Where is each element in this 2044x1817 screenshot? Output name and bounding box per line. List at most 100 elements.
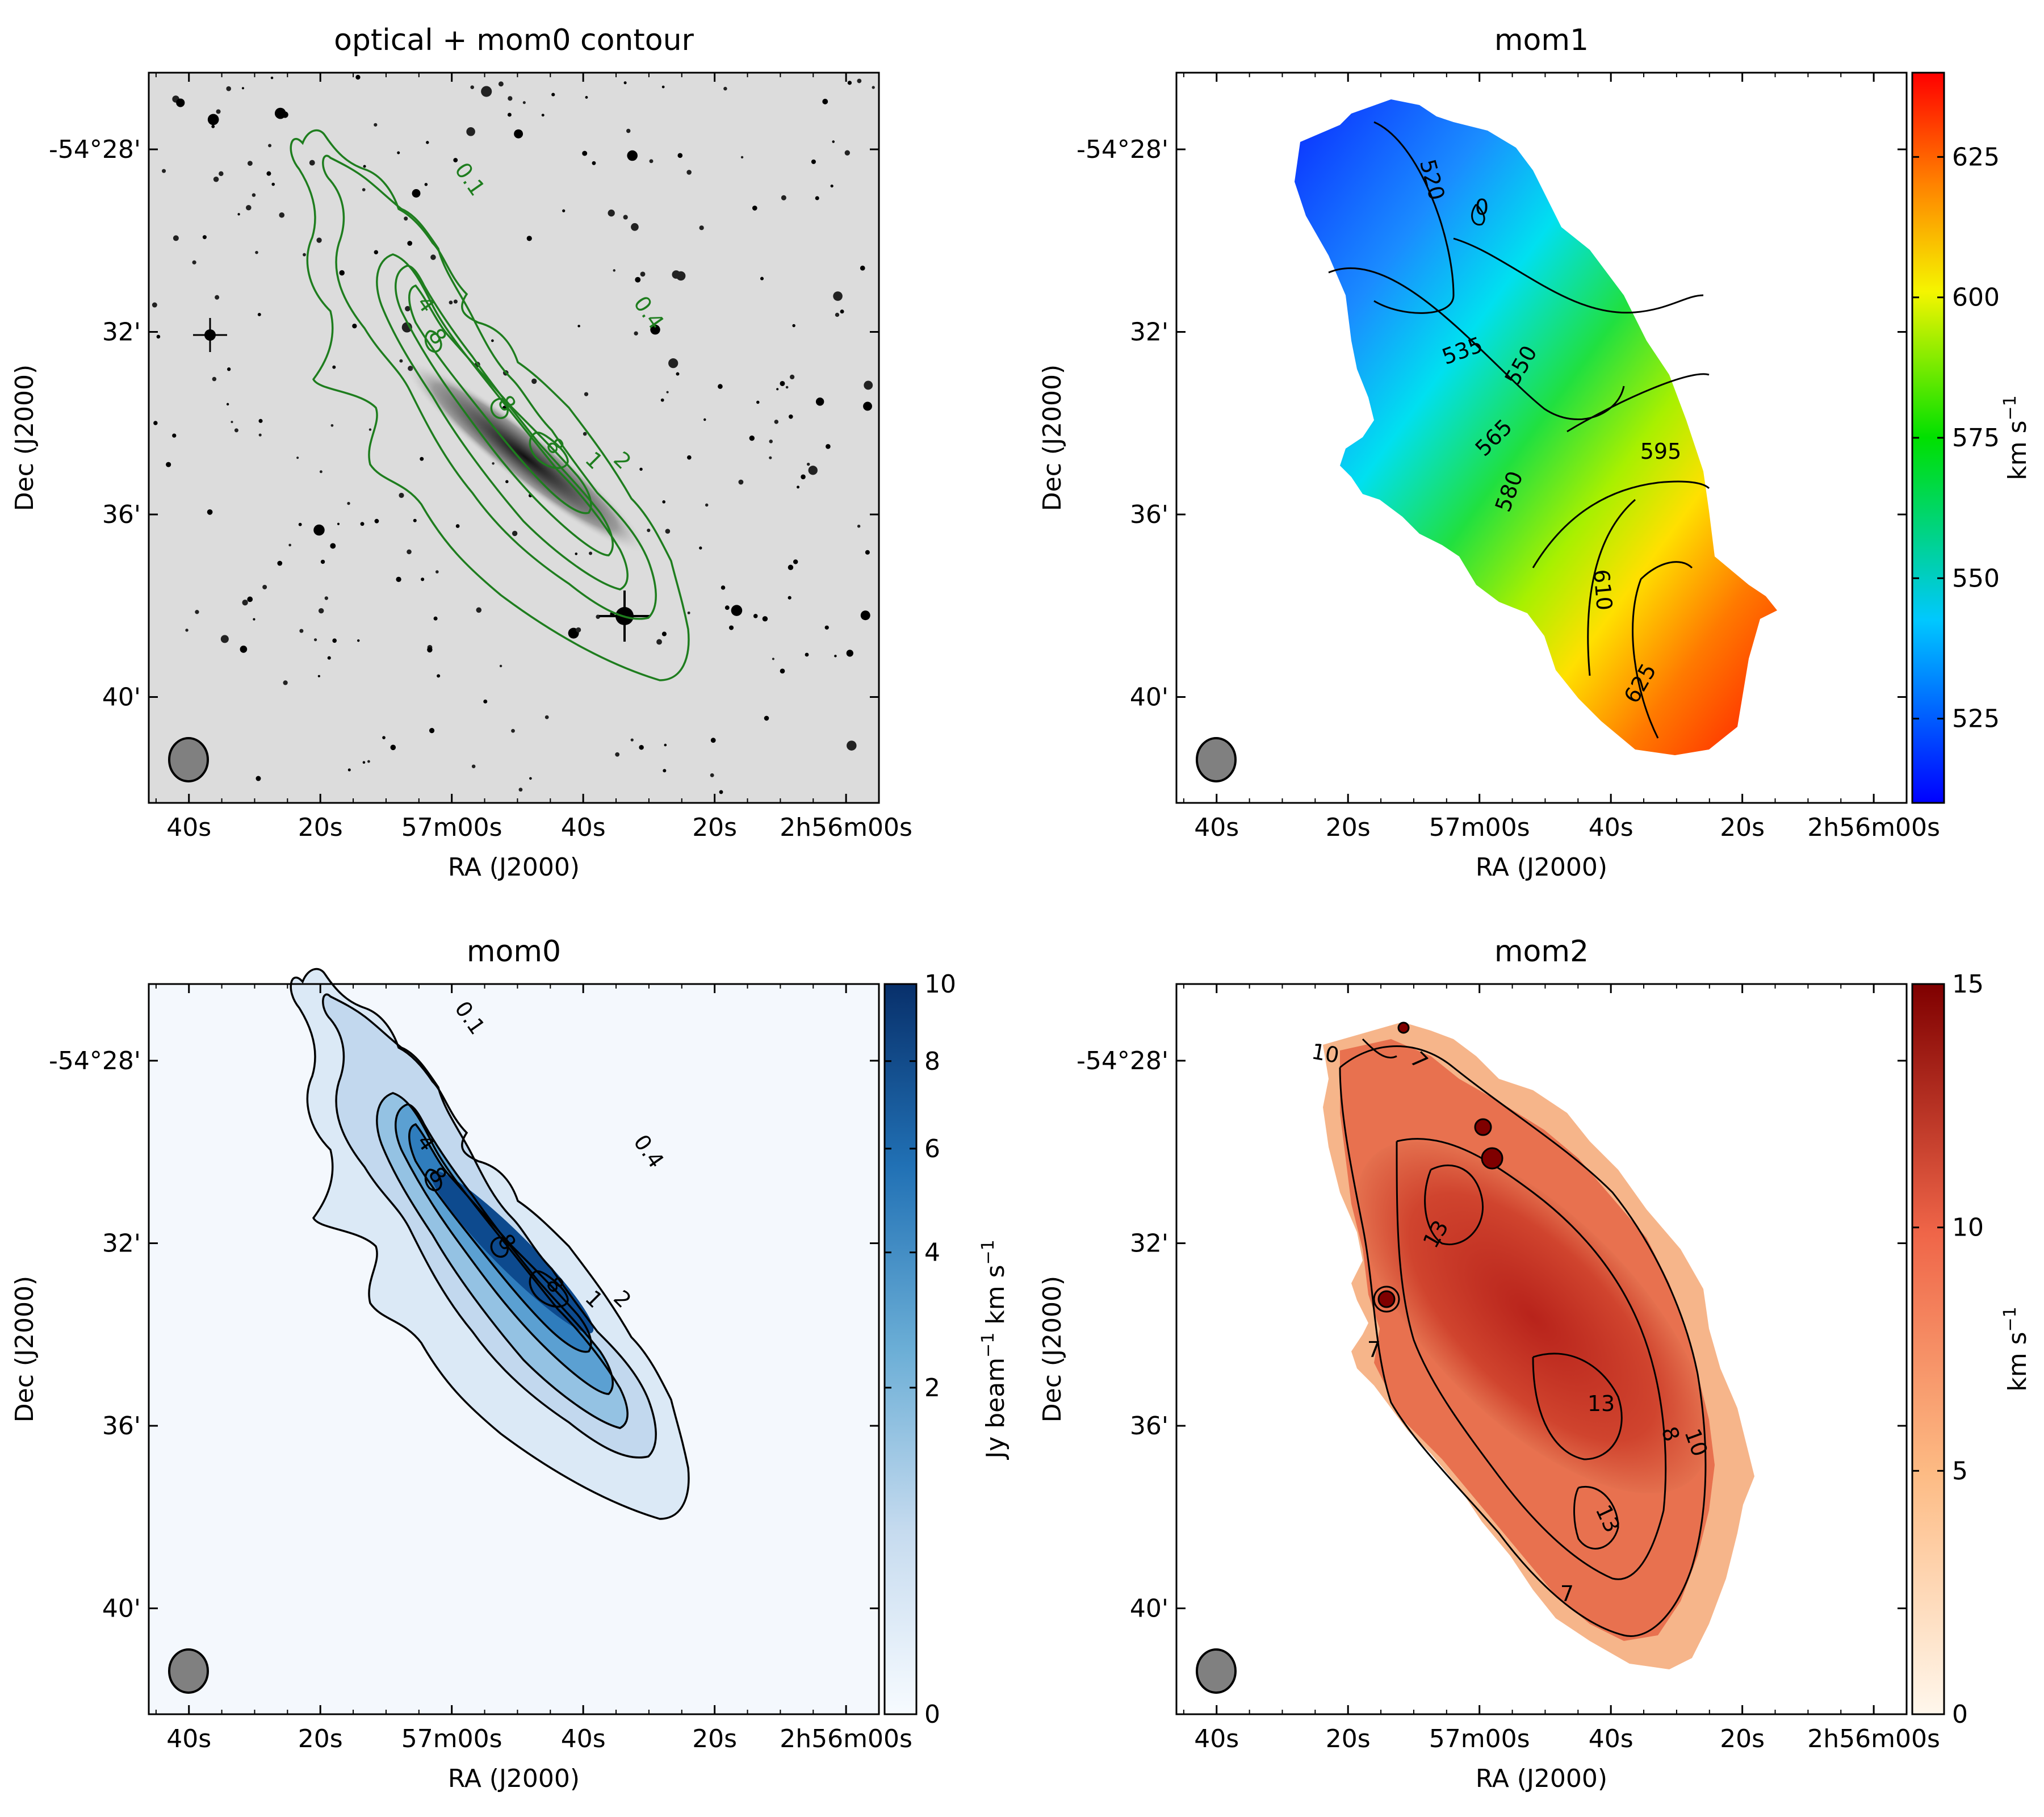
star xyxy=(253,618,256,621)
star xyxy=(219,171,224,177)
star xyxy=(367,760,370,763)
beam-optical xyxy=(168,737,209,782)
star xyxy=(756,400,760,404)
star xyxy=(227,367,231,371)
star xyxy=(650,324,660,335)
star xyxy=(258,433,262,437)
star xyxy=(355,74,361,80)
star xyxy=(582,150,588,156)
star xyxy=(429,727,435,734)
star xyxy=(728,625,734,630)
star xyxy=(662,500,666,504)
colorbar-label-sup: −1 xyxy=(2000,395,2020,420)
star xyxy=(426,141,429,144)
star xyxy=(687,455,692,460)
star xyxy=(162,169,166,173)
star xyxy=(640,271,646,277)
y-tick-label: 36' xyxy=(1130,1412,1168,1441)
x-tick-label: 20s xyxy=(298,813,343,842)
star xyxy=(522,101,526,104)
star xyxy=(453,158,458,162)
colorbar-gradient xyxy=(883,983,918,1715)
star xyxy=(262,585,267,589)
star xyxy=(776,388,779,391)
star xyxy=(608,210,615,217)
colorbar-tick-label: 0 xyxy=(924,1700,940,1729)
contour-label: 13 xyxy=(1588,1391,1615,1416)
star xyxy=(710,738,716,743)
star xyxy=(241,87,245,90)
x-tick-label: 20s xyxy=(692,813,737,842)
star xyxy=(660,398,664,402)
star xyxy=(247,596,253,602)
star xyxy=(271,182,275,186)
contour-line xyxy=(408,284,592,514)
contour-line xyxy=(490,397,509,420)
y-tick-label: -54°28' xyxy=(49,1046,141,1075)
star xyxy=(299,629,304,633)
star xyxy=(166,462,171,467)
mom1-frame xyxy=(1175,72,1908,804)
contour-line xyxy=(290,129,690,681)
contour-label: 10 xyxy=(1310,1039,1341,1068)
star xyxy=(666,391,669,393)
y-tick-label: 40' xyxy=(102,1594,141,1623)
star xyxy=(505,480,509,483)
star xyxy=(699,225,704,231)
star xyxy=(865,550,870,555)
star xyxy=(437,674,441,678)
x-tick-label: 57m00s xyxy=(1429,813,1530,842)
star xyxy=(857,525,861,528)
contour-line xyxy=(529,1270,569,1308)
star xyxy=(623,81,627,85)
contour-line xyxy=(290,968,690,1520)
star xyxy=(613,269,615,272)
star xyxy=(176,98,185,107)
star xyxy=(226,86,232,91)
x-tick-label: 40s xyxy=(166,813,211,842)
star xyxy=(317,675,320,677)
colorbar-tick-label: 10 xyxy=(924,970,956,999)
contour-line xyxy=(424,330,442,353)
contour-line xyxy=(395,1103,614,1395)
x-tick-label: 40s xyxy=(561,1724,606,1753)
star xyxy=(407,549,412,555)
colorbar-tick-label: 625 xyxy=(1952,143,2000,171)
star xyxy=(656,639,662,645)
x-tick-label: 2h56m00s xyxy=(1807,1724,1940,1753)
star xyxy=(808,466,818,475)
star xyxy=(258,418,263,423)
star xyxy=(499,664,502,668)
star xyxy=(749,436,755,441)
star xyxy=(207,509,213,515)
star xyxy=(234,428,238,433)
star xyxy=(615,752,620,757)
star xyxy=(790,374,795,380)
star xyxy=(664,743,667,747)
star xyxy=(413,518,417,522)
colorbar-label: km s−1 xyxy=(2000,1307,2032,1392)
contour-label: 610 xyxy=(1589,568,1617,612)
star xyxy=(703,418,706,421)
star xyxy=(481,86,492,97)
star xyxy=(220,635,229,643)
x-tick-label: 20s xyxy=(1720,813,1765,842)
axes-optical: 40s 20s 57m00s 40s 20s 2h56m00s -54°28' 32' 36' 4… xyxy=(10,73,912,882)
colorbar-tick-label: 5 xyxy=(1952,1456,1968,1485)
colorbar-tick-label: 4 xyxy=(924,1238,940,1267)
star xyxy=(592,161,596,165)
star xyxy=(215,295,220,300)
star xyxy=(152,302,157,308)
y-tick-label: 32' xyxy=(102,318,141,347)
star xyxy=(718,384,723,389)
star xyxy=(270,76,274,79)
star xyxy=(626,128,631,133)
star xyxy=(623,215,628,220)
star xyxy=(740,156,744,159)
contour-line xyxy=(395,265,614,556)
star xyxy=(824,625,829,630)
star xyxy=(805,652,809,657)
